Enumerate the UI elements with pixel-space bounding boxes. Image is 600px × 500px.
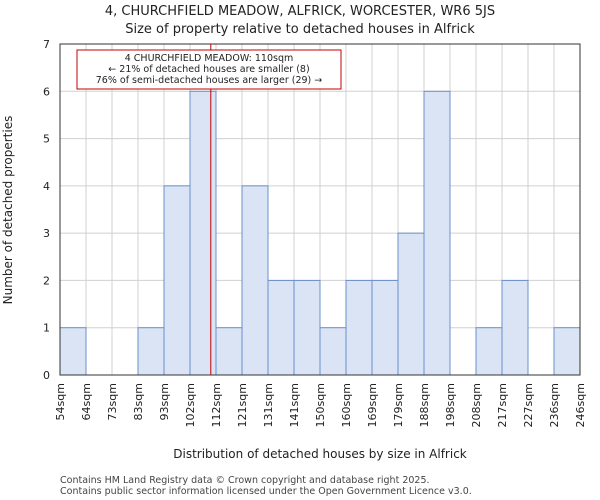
y-tick-0: 0 xyxy=(43,369,50,382)
bar-102sqm xyxy=(189,90,217,376)
x-tick-188sqm: 188sqm xyxy=(418,383,431,427)
x-tick-198sqm: 198sqm xyxy=(444,383,457,427)
x-tick-121sqm: 121sqm xyxy=(236,383,249,427)
bar-188sqm xyxy=(423,90,451,376)
bar-93sqm xyxy=(163,185,191,376)
x-tick-150sqm: 150sqm xyxy=(314,383,327,427)
y-tick-1: 1 xyxy=(43,322,50,335)
bar-217sqm xyxy=(501,279,529,376)
bar-131sqm xyxy=(267,279,295,376)
x-tick-83sqm: 83sqm xyxy=(132,383,145,420)
bar-112sqm xyxy=(215,327,243,376)
bar-179sqm xyxy=(397,232,425,376)
x-tick-169sqm: 169sqm xyxy=(366,383,379,427)
annotation-line2: ← 21% of detached houses are smaller (8) xyxy=(108,64,309,75)
y-tick-5: 5 xyxy=(43,133,50,146)
y-tick-6: 6 xyxy=(43,85,50,98)
x-tick-141sqm: 141sqm xyxy=(288,383,301,427)
annotation-line1: 4 CHURCHFIELD MEADOW: 110sqm xyxy=(125,53,294,64)
x-tick-131sqm: 131sqm xyxy=(262,383,275,427)
y-axis-label: Number of detached properties xyxy=(1,116,15,305)
x-tick-179sqm: 179sqm xyxy=(392,383,405,427)
x-tick-73sqm: 73sqm xyxy=(106,383,119,420)
bars xyxy=(59,90,581,376)
x-tick-93sqm: 93sqm xyxy=(158,383,171,420)
y-tick-3: 3 xyxy=(43,227,50,240)
y-tick-labels: 0 1 2 3 4 5 6 7 xyxy=(43,38,50,382)
x-tick-labels: 54sqm 64sqm 73sqm 83sqm 93sqm 102sqm 112sqm 121… xyxy=(54,383,587,427)
footer-line1: Contains HM Land Registry data © Crown c… xyxy=(60,475,430,486)
bar-160sqm xyxy=(345,279,373,376)
x-tick-217sqm: 217sqm xyxy=(496,383,509,427)
bar-121sqm xyxy=(241,185,269,376)
annotation-border xyxy=(76,49,342,90)
x-tick-246sqm: 246sqm xyxy=(574,383,587,427)
x-tick-227sqm: 227sqm xyxy=(522,383,535,427)
y-tick-4: 4 xyxy=(43,180,50,193)
x-tick-54sqm: 54sqm xyxy=(54,383,67,420)
bar-208sqm xyxy=(475,327,503,376)
chart-title-line1: 4, CHURCHFIELD MEADOW, ALFRICK, WORCESTE… xyxy=(105,4,495,19)
annotation-line3: 76% of semi-detached houses are larger (… xyxy=(96,75,323,86)
y-tick-2: 2 xyxy=(43,274,50,287)
bar-54sqm xyxy=(59,327,87,376)
x-tick-236sqm: 236sqm xyxy=(548,383,561,427)
footer-line2: Contains public sector information licen… xyxy=(60,486,472,497)
bar-83sqm xyxy=(137,327,165,376)
plot-frame xyxy=(59,43,581,376)
bar-150sqm xyxy=(319,327,347,376)
y-tick-7: 7 xyxy=(43,38,50,51)
x-tick-160sqm: 160sqm xyxy=(340,383,353,427)
x-tick-102sqm: 102sqm xyxy=(184,383,197,427)
chart-title-line2: Size of property relative to detached ho… xyxy=(125,22,475,37)
x-tick-112sqm: 112sqm xyxy=(210,383,223,427)
annotation-box: 4 CHURCHFIELD MEADOW: 110sqm ← 21% of de… xyxy=(76,49,342,90)
bar-169sqm xyxy=(371,279,399,376)
bar-141sqm xyxy=(293,279,321,376)
x-tick-64sqm: 64sqm xyxy=(80,383,93,420)
x-axis-label: Distribution of detached houses by size … xyxy=(173,447,467,461)
x-tick-208sqm: 208sqm xyxy=(470,383,483,427)
bar-236sqm xyxy=(553,327,581,376)
